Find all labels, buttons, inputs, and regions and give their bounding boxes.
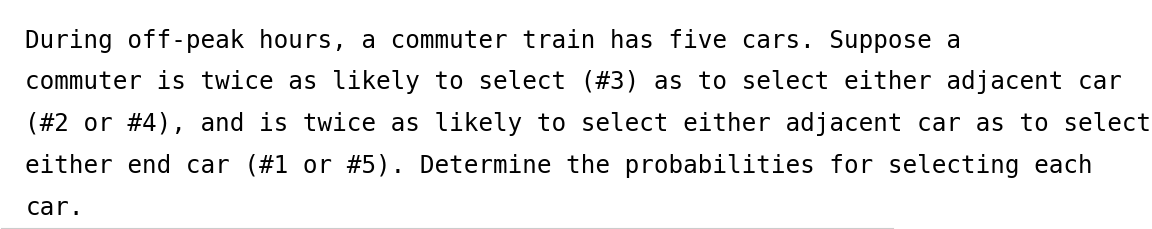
Text: commuter is twice as likely to select (#3) as to select either adjacent car: commuter is twice as likely to select (#… — [25, 70, 1122, 94]
Text: (#2 or #4), and is twice as likely to select either adjacent car as to select: (#2 or #4), and is twice as likely to se… — [25, 112, 1152, 136]
Text: car.: car. — [25, 196, 84, 220]
Text: During off-peak hours, a commuter train has five cars. Suppose a: During off-peak hours, a commuter train … — [25, 29, 962, 52]
Text: either end car (#1 or #5). Determine the probabilities for selecting each: either end car (#1 or #5). Determine the… — [25, 154, 1093, 178]
